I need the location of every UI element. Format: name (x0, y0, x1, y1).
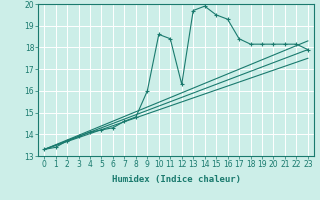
X-axis label: Humidex (Indice chaleur): Humidex (Indice chaleur) (111, 175, 241, 184)
